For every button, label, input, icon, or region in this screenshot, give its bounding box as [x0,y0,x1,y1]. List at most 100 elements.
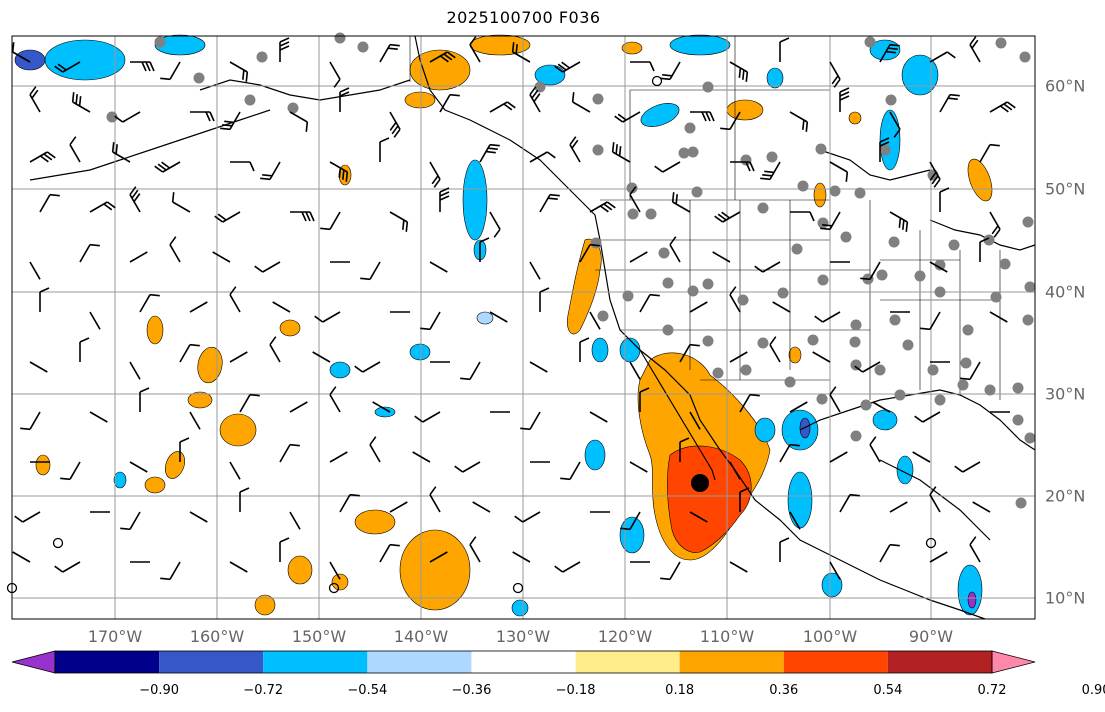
station-marker [860,399,872,411]
longitude-label: 160°W [189,627,245,646]
wind-barb [639,387,650,412]
station-marker [622,290,634,302]
wind-barb [169,236,181,263]
wind-barb [289,401,308,413]
station-marker [934,394,946,406]
wind-barb [89,311,101,330]
wind-barb [179,437,190,462]
wind-barb [230,161,255,172]
wind-barb [320,211,341,231]
latitude-label: 60°N [1045,76,1086,96]
positive-anomaly [848,111,862,125]
station-marker [850,319,862,331]
colorbar-tick-label: 0.90 [1081,683,1105,698]
station-marker [888,236,900,248]
wind-barb [460,361,481,381]
colorbar-frame [54,650,993,674]
wind-barb [839,87,850,112]
positive-anomaly [726,99,764,121]
wind-barb [769,336,781,363]
wind-barb [579,243,600,263]
station-marker [590,237,602,249]
wind-barb [11,42,31,63]
wind-barb [189,411,201,430]
wind-barb [529,261,541,280]
wind-barb [989,311,1008,323]
station-marker [816,393,828,405]
wind-barb [329,386,341,413]
wind-barb [729,351,748,363]
station-marker [850,430,862,442]
station-marker [357,41,369,53]
wind-barb [429,551,448,563]
wind-barb [372,401,391,413]
wind-barb [489,211,501,238]
positive-anomaly [187,391,213,409]
wind-barb [379,543,400,563]
wind-barb [814,311,841,323]
wind-barb [439,93,460,113]
colorbar-tick-label: 0.72 [977,683,1007,698]
wind-barb [879,543,900,563]
station-marker [757,337,769,349]
wind-barb [511,42,531,63]
wind-barb [939,187,950,212]
station-marker [1012,382,1024,394]
wind-barb [14,511,41,523]
wind-barb [429,161,441,188]
wind-barb [729,286,741,313]
negative-anomaly [584,439,606,471]
wind-barb [339,87,350,112]
station-marker [287,102,299,114]
wind-barb [579,337,590,362]
colorbar-segment [263,651,368,673]
calm-wind-marker [651,75,663,87]
wind-barb [969,36,981,63]
wind-barb [412,451,431,463]
wind-barb [139,293,160,313]
station-marker [984,384,996,396]
wind-barb [620,511,641,531]
negative-anomaly [640,103,680,127]
wind-barb [729,561,748,573]
wind-barb [79,337,90,362]
longitude-label: 130°W [495,627,551,646]
negative-anomaly [787,471,813,529]
wind-barb [920,311,941,331]
wind-barb [690,111,715,122]
station-marker [244,94,256,106]
colorbar-tick-label: 0.18 [665,683,695,698]
station-marker [934,259,946,271]
wind-barb [829,161,849,182]
station-marker [678,147,690,159]
wind-barb [754,261,781,273]
station-marker [962,324,974,336]
station-marker [154,36,166,48]
station-marker [879,144,891,156]
wind-barb [689,301,708,313]
station-marker [990,291,1002,303]
station-marker [960,357,972,369]
wind-barb [189,301,208,313]
wind-barb [79,243,100,263]
wind-barb [389,111,401,138]
wind-barb [939,93,960,113]
wind-barb [789,511,801,530]
wind-barb [689,411,701,430]
wind-barb [889,111,901,138]
wind-barb [229,461,241,480]
coastline [639,349,716,481]
wind-barb [329,561,341,580]
gridlines-layer [12,36,1035,619]
wind-barb [171,192,191,213]
positive-anomaly [279,319,301,337]
negative-anomaly [754,417,776,443]
station-marker [702,81,714,93]
station-marker [702,278,714,290]
wind-barb [290,211,315,222]
wind-barb [589,201,616,213]
wind-barb [772,301,791,313]
negative-anomaly [619,337,641,363]
station-marker [334,32,346,44]
wind-barb [89,201,116,213]
